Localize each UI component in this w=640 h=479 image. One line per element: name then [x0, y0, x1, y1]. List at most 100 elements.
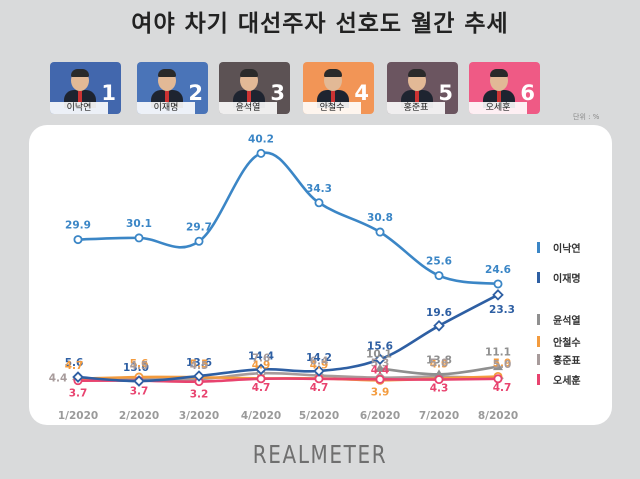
legend-label: 안철수	[553, 336, 581, 349]
candidate-rank: 4	[354, 81, 369, 105]
x-tick-label: 1/2020	[58, 410, 98, 422]
data-label: 30.8	[367, 212, 393, 224]
data-point	[73, 235, 83, 245]
data-label: 5.6	[130, 358, 149, 370]
data-point	[434, 369, 444, 378]
data-label: 13.8	[426, 354, 452, 366]
data-point	[375, 363, 385, 373]
x-tick-label: 4/2020	[241, 410, 281, 422]
data-label: 5.5	[190, 358, 209, 370]
candidate-rank: 3	[270, 81, 285, 105]
data-label: 4.4	[371, 364, 390, 376]
portrait-icon	[399, 68, 435, 108]
x-tick-label: 2/2020	[119, 410, 159, 422]
x-tick-label: 6/2020	[360, 410, 400, 422]
data-label: 29.9	[65, 220, 91, 232]
data-point	[314, 198, 324, 208]
data-point	[255, 363, 267, 376]
x-tick-label: 8/2020	[478, 410, 518, 422]
legend-swatch	[537, 374, 540, 385]
data-point	[433, 320, 445, 332]
legend-label: 홍준표	[553, 354, 581, 367]
legend-swatch	[537, 336, 540, 347]
data-label: 4.9	[310, 359, 329, 371]
data-label: 3.7	[69, 388, 88, 400]
data-label: 11.1	[485, 347, 511, 359]
data-point	[375, 374, 385, 384]
realmeter-logo: REALMETER	[252, 440, 388, 469]
data-label: 3.9	[371, 386, 390, 398]
candidate-name: 안철수	[303, 102, 361, 114]
x-tick-label: 5/2020	[299, 410, 339, 422]
data-label: 5.9	[493, 357, 512, 369]
data-point	[193, 370, 205, 382]
data-label: 5.0	[493, 359, 512, 371]
data-label: 5.3	[371, 358, 390, 370]
data-label: 4.7	[252, 382, 271, 394]
data-label: 3.2	[190, 389, 209, 401]
legend-label: 오세훈	[553, 374, 581, 387]
data-label: 19.6	[426, 307, 452, 319]
candidate-name: 오세훈	[469, 102, 527, 114]
data-label: 4.4	[49, 372, 68, 384]
data-point	[134, 233, 144, 243]
data-label: 13.6	[186, 357, 212, 369]
legend-swatch	[537, 272, 540, 283]
data-label: 10.1	[366, 349, 392, 361]
data-point	[194, 236, 204, 246]
candidate-rank: 5	[438, 81, 453, 105]
data-point	[313, 365, 325, 377]
data-label: 30.1	[126, 218, 152, 230]
series-line	[76, 151, 500, 286]
candidate-name: 윤석열	[219, 102, 277, 114]
legend-swatch	[537, 314, 540, 325]
data-label: 4.3	[430, 383, 449, 395]
candidate-card-3: 3 윤석열	[219, 62, 290, 114]
candidate-name: 이낙연	[50, 102, 108, 114]
data-point	[72, 371, 84, 383]
legend-label: 윤석열	[553, 314, 581, 327]
data-point	[434, 271, 444, 281]
data-label: 25.6	[426, 256, 452, 268]
data-label: 15.6	[367, 340, 393, 352]
data-point	[493, 361, 503, 371]
candidate-rank: 1	[101, 81, 116, 105]
candidate-rank: 2	[188, 81, 203, 105]
x-tick-label: 3/2020	[179, 410, 219, 422]
candidate-card-1: 1 이낙연	[50, 62, 121, 114]
data-point	[256, 374, 266, 384]
candidate-card-5: 5 홍준표	[387, 62, 458, 114]
data-label: 13.0	[123, 362, 149, 374]
candidate-card-2: 2 이재명	[137, 62, 208, 114]
data-label: 5.8	[430, 358, 449, 370]
legend-label: 이재명	[553, 272, 581, 285]
data-point	[493, 279, 503, 289]
candidate-rank: 6	[520, 81, 535, 105]
data-label: 34.3	[306, 183, 332, 195]
data-point	[133, 375, 145, 387]
data-point	[256, 148, 266, 158]
legend-label: 이낙연	[553, 242, 581, 255]
data-label: 3.7	[130, 386, 149, 398]
candidate-cards: 1 이낙연 2 이재명 3 윤석열 4 안철수 5 홍준표 6 오세훈	[0, 62, 640, 122]
candidate-card-6: 6 오세훈	[469, 62, 540, 114]
data-point	[492, 289, 504, 301]
data-label: 24.6	[485, 264, 511, 276]
data-label: 4.7	[493, 382, 512, 394]
data-label: 5.6	[65, 357, 84, 369]
data-label: 14.2	[306, 352, 332, 364]
candidate-name: 홍준표	[387, 102, 445, 114]
legend-swatch	[537, 242, 540, 253]
data-label: 4.7	[310, 382, 329, 394]
data-label: 4.5	[130, 360, 149, 372]
candidate-card-4: 4 안철수	[303, 62, 374, 114]
data-label: 29.7	[186, 221, 212, 233]
data-label: 4.5	[190, 360, 209, 372]
data-label: 6.4	[310, 356, 329, 368]
data-point	[434, 375, 444, 385]
data-label: 4.9	[430, 358, 449, 370]
data-label: 4.9	[252, 359, 271, 371]
chart-title: 여야 차기 대선주자 선호도 월간 추세	[131, 11, 509, 37]
data-label: 4.7	[65, 360, 84, 372]
